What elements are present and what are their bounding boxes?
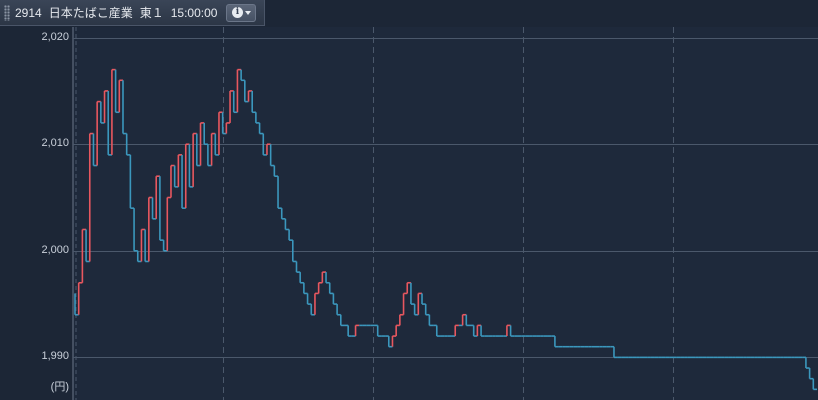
y-tick-label: 2,020 [41,30,69,43]
y-axis-labels: 1,990 2,000 2,010 2,020 [0,0,72,400]
info-dropdown-button[interactable]: i [226,3,257,22]
y-tick-label: 2,000 [41,243,69,256]
plot-area [73,27,818,400]
stock-code: 2914 [15,5,42,20]
symbol-header: 2914 日本たばこ産業 東１ 15:00:00 i [0,0,265,26]
info-icon: i [231,7,243,18]
chevron-down-icon [244,10,251,15]
stock-name: 日本たばこ産業 [48,6,133,20]
y-axis-unit-label: (円) [50,381,69,393]
quote-time: 15:00:00 [170,5,218,20]
y-tick-label: 2,010 [41,137,69,150]
market-label: 東１ [139,6,164,20]
drag-grip-icon[interactable] [4,4,10,21]
y-tick-label: 1,990 [41,350,69,363]
